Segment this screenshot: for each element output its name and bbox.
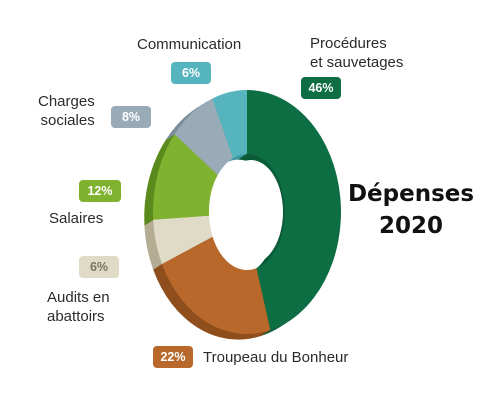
slice-label-troupeau: Troupeau du Bonheur	[203, 349, 349, 366]
slice-badge-procedures: 46%	[301, 77, 341, 99]
slice-proc-dures-et-sauvetages	[247, 90, 341, 331]
slice-label-audits: Audits en abattoirs	[47, 289, 110, 325]
slice-troupeau-du-bonheur	[161, 236, 271, 334]
slice-badge-salaires: 12%	[79, 180, 121, 202]
slice-salaires	[153, 134, 218, 220]
slice-label-charges: Charges sociales	[38, 93, 95, 129]
slice-badge-troupeau: 22%	[153, 346, 193, 368]
slice-audits-en-abattoirs	[153, 215, 213, 264]
slice-label-communication: Communication	[137, 36, 242, 53]
slice-badge-audits: 6%	[79, 256, 119, 278]
donut-hole	[219, 160, 283, 264]
slice-label-procedures: Procédures et sauvetages	[310, 35, 404, 71]
slice-badge-charges: 8%	[111, 106, 151, 128]
slice-communication	[212, 90, 247, 159]
slice-charges-sociales	[174, 98, 234, 176]
chart-title: Dépenses 2020	[347, 181, 475, 239]
slice-label-salaires: Salaires	[49, 210, 104, 227]
slice-badge-communication: 6%	[171, 62, 211, 84]
